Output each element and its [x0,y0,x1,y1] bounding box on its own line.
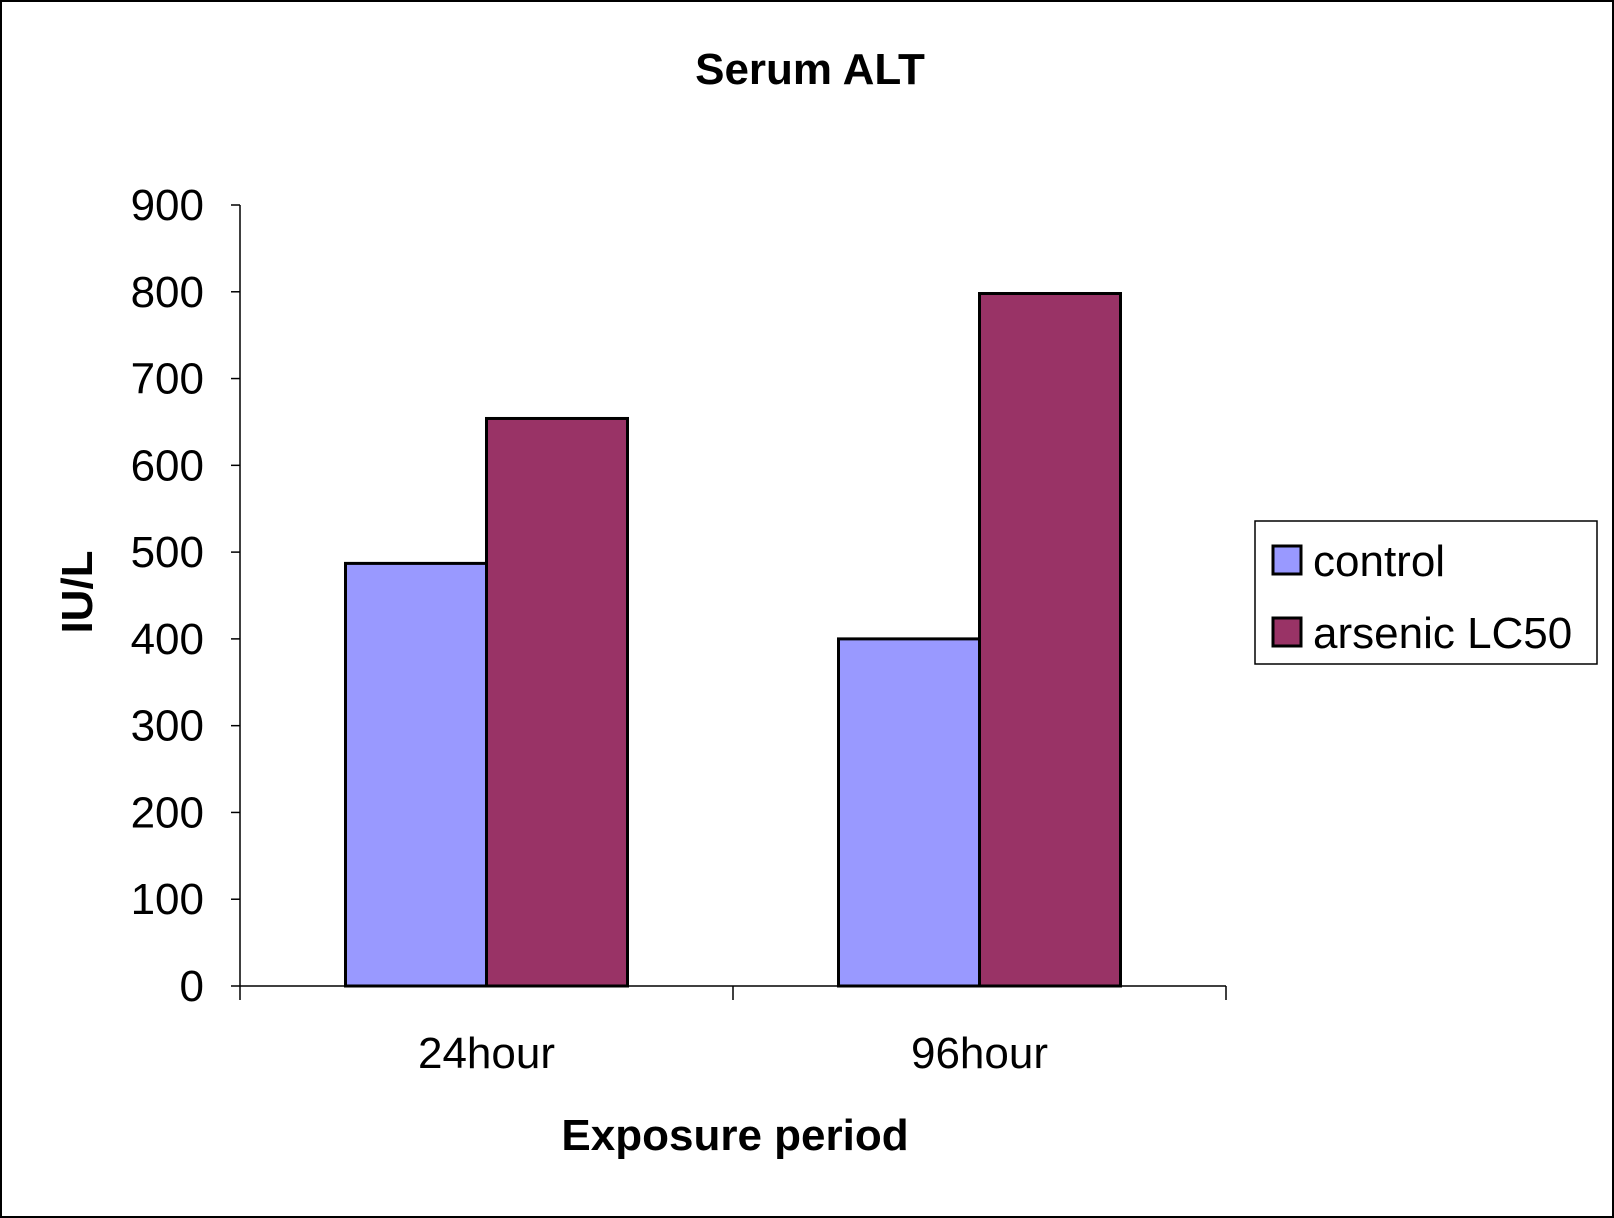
bar-control-24hour [344,561,488,988]
y-tick-label: 0 [180,962,204,1011]
legend-swatch [1271,544,1303,576]
chart-title: Serum ALT [695,45,925,94]
y-tick-label: 100 [131,875,204,924]
y-axis-title: IU/L [53,550,102,633]
x-axis-title: Exposure period [561,1111,908,1160]
legend-swatch [1271,616,1303,648]
y-tick-label: 800 [131,268,204,317]
y-tick-label: 500 [131,528,204,577]
y-tick-label: 300 [131,702,204,751]
y-tick-label: 600 [131,441,204,490]
y-tick-label: 200 [131,788,204,837]
x-tick-label: 24hour [418,1029,555,1078]
y-axis-ticks: 0 100 200 300 400 500 600 700 800 900 [131,181,240,1011]
x-axis-ticks: 24hour 96hour [239,986,1227,1078]
bar-arsenic-lc50-24hour [485,416,629,988]
legend-box [1254,520,1598,665]
bar-arsenic-lc50-96hour [978,292,1122,988]
x-tick-label: 96hour [911,1029,1048,1078]
y-tick-label: 700 [131,355,204,404]
legend: control arsenic LC50 [1254,520,1598,665]
bars [344,292,1122,988]
bar-control-96hour [837,637,981,988]
legend-label: control [1313,537,1445,586]
y-tick-label: 900 [131,181,204,230]
y-tick-label: 400 [131,615,204,664]
legend-label: arsenic LC50 [1313,609,1572,658]
